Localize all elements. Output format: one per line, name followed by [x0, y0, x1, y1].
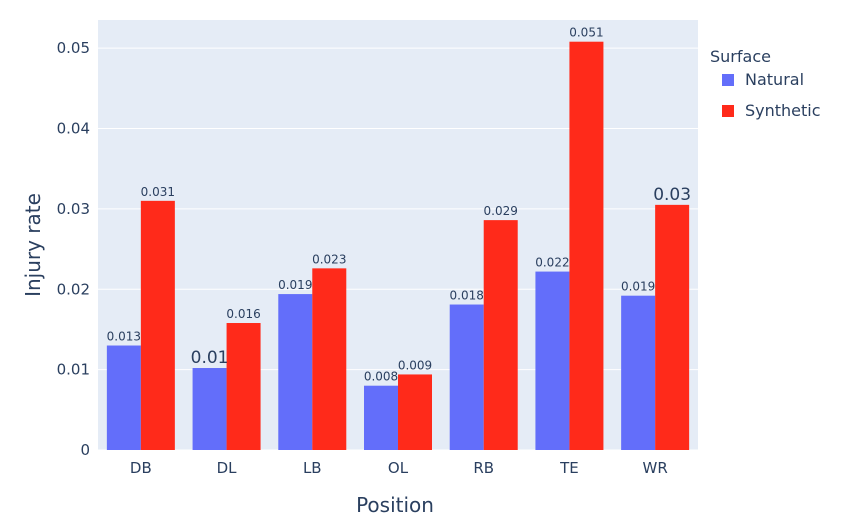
bar-natural [364, 385, 398, 450]
legend: Surface Natural Synthetic [710, 47, 821, 120]
bar-natural [621, 295, 656, 450]
y-tick-label: 0.05 [57, 39, 90, 57]
bar-synthetic [226, 323, 261, 450]
x-tick-label: OL [388, 459, 409, 477]
data-labels: 0.0130.0310.010.0160.0190.0230.0080.0090… [107, 26, 691, 384]
bar-value-label: 0.023 [312, 252, 346, 266]
bar-value-label: 0.029 [484, 204, 518, 218]
bar-natural [192, 368, 227, 450]
bar-natural [449, 304, 484, 450]
y-tick-label: 0.04 [57, 120, 90, 138]
bar-synthetic [483, 220, 518, 450]
legend-swatch-natural [722, 74, 734, 86]
bar-value-label: 0.018 [450, 289, 484, 303]
bar-value-label: 0.01 [191, 348, 229, 368]
bar-synthetic [569, 41, 604, 451]
x-tick-label: RB [473, 459, 494, 477]
bars [106, 41, 690, 451]
y-tick-label: 0.01 [57, 361, 90, 379]
bar-natural [535, 271, 570, 450]
bar-synthetic [312, 268, 347, 450]
bar-natural [106, 345, 141, 450]
bar-value-label: 0.019 [621, 280, 655, 294]
bar-value-label: 0.009 [398, 358, 432, 372]
bar-value-label: 0.008 [364, 370, 398, 384]
x-tick-label: TE [559, 459, 579, 477]
y-tick-labels: 0 0.01 0.02 0.03 0.04 0.05 [57, 39, 90, 459]
bar-synthetic [140, 200, 175, 450]
legend-title: Surface [710, 47, 771, 66]
x-tick-label: LB [303, 459, 322, 477]
bar-natural [278, 294, 313, 450]
x-axis-title: Position [356, 493, 434, 517]
legend-label-synthetic: Synthetic [745, 101, 821, 120]
y-axis-title: Injury rate [21, 193, 45, 297]
bar-value-label: 0.031 [141, 185, 175, 199]
x-tick-label: DB [130, 459, 152, 477]
bar-value-label: 0.022 [535, 256, 569, 270]
bar-synthetic [655, 204, 690, 450]
legend-items: Natural Synthetic [722, 70, 821, 120]
bar-value-label: 0.019 [278, 278, 312, 292]
bar-synthetic [398, 374, 432, 450]
y-tick-label: 0.03 [57, 200, 90, 218]
legend-swatch-synthetic [722, 105, 734, 117]
bar-value-label: 0.016 [226, 307, 260, 321]
bar-value-label: 0.03 [653, 185, 691, 205]
bar-value-label: 0.013 [107, 330, 141, 344]
legend-label-natural: Natural [745, 70, 804, 89]
y-tick-label: 0 [80, 441, 90, 459]
y-tick-label: 0.02 [57, 280, 90, 298]
x-tick-labels: DB DL LB OL RB TE WR [130, 459, 668, 477]
x-tick-label: WR [643, 459, 668, 477]
bar-value-label: 0.051 [569, 26, 603, 40]
x-tick-label: DL [217, 459, 238, 477]
